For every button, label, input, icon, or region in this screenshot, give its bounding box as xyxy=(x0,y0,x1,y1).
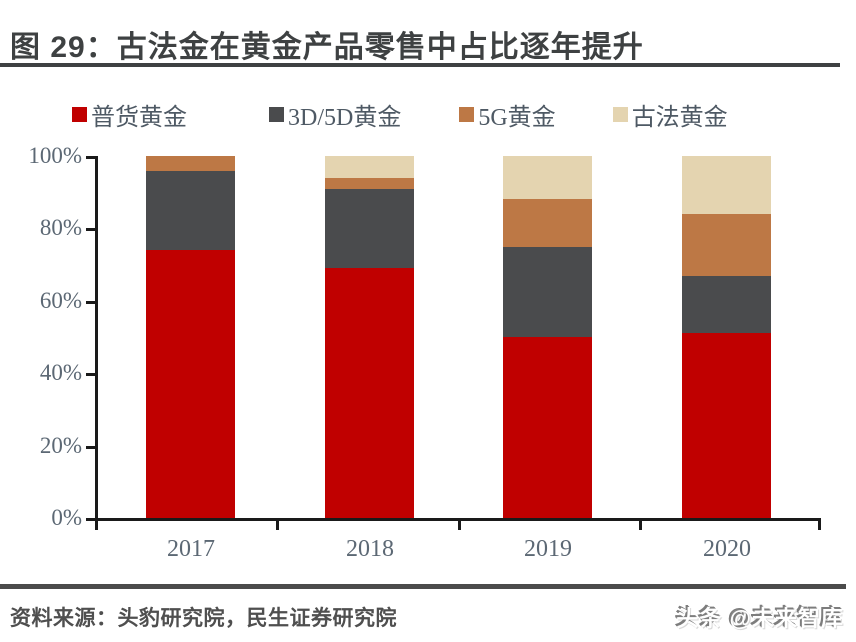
legend-swatch-icon xyxy=(459,106,475,122)
title-underline xyxy=(0,63,840,67)
y-axis-tick-label: 20% xyxy=(39,433,82,458)
bar-segment xyxy=(682,333,771,518)
y-axis-tick-label: 100% xyxy=(28,143,82,168)
legend-label: 5G黄金 xyxy=(478,104,556,131)
bar-stack xyxy=(325,156,414,518)
legend-item-5g-gold: 5G黄金 xyxy=(459,97,556,132)
y-axis-tick xyxy=(86,228,95,231)
x-axis-category-label: 2019 xyxy=(524,536,572,562)
x-axis-tick xyxy=(458,521,461,530)
legend-swatch-icon xyxy=(612,106,628,122)
bar-stack xyxy=(682,156,771,518)
y-axis-tick-label: 80% xyxy=(39,215,82,240)
source-note: 资料来源：头豹研究院，民生证券研究院 xyxy=(10,607,397,630)
x-axis-category-label: 2018 xyxy=(346,536,394,562)
legend-label: 普货黄金 xyxy=(91,104,187,131)
legend-label: 3D/5D黄金 xyxy=(288,104,402,131)
bar-segment xyxy=(503,199,592,247)
chart-plot: 100% 80% 60% 40% 20% 0% 2017 2018 2019 2… xyxy=(0,140,856,580)
bar-segment xyxy=(325,268,414,518)
legend-label: 古法黄金 xyxy=(631,104,728,131)
bar-segment xyxy=(503,337,592,518)
y-axis-tick-label: 0% xyxy=(51,505,82,530)
y-axis-tick xyxy=(86,373,95,376)
legend-item-putong-gold: 普货黄金 xyxy=(72,97,187,132)
bar-segment xyxy=(682,275,771,334)
legend-item-gufa-gold: 古法黄金 xyxy=(612,97,728,132)
y-axis-tick-label: 40% xyxy=(39,360,82,385)
footer-divider xyxy=(0,584,846,589)
figure-title: 图 29：古法金在黄金产品零售中占比逐年提升 xyxy=(10,31,644,64)
legend-swatch-icon xyxy=(72,106,87,122)
bar-segment xyxy=(325,177,414,189)
x-axis-tick xyxy=(639,521,642,530)
bar-segment xyxy=(146,170,235,251)
y-axis-tick xyxy=(86,518,95,521)
bar-segment xyxy=(146,156,235,171)
y-axis-tick xyxy=(86,301,95,304)
bar-segment xyxy=(682,156,771,215)
x-axis-line xyxy=(95,518,821,521)
y-axis-tick xyxy=(86,156,95,159)
y-axis-tick xyxy=(86,446,95,449)
watermark-text: 头条 @未来智库 xyxy=(676,606,844,631)
bar-stack xyxy=(146,156,235,518)
x-axis-category-label: 2020 xyxy=(703,536,751,562)
bar-segment xyxy=(503,246,592,337)
bar-stack xyxy=(503,156,592,518)
y-axis-line xyxy=(95,156,98,521)
bar-segment xyxy=(682,214,771,276)
legend-swatch-icon xyxy=(269,106,284,122)
chart-legend: 普货黄金 3D/5D黄金 5G黄金 古法黄金 xyxy=(0,97,856,132)
x-axis-tick xyxy=(818,521,821,530)
bar-segment xyxy=(325,156,414,178)
x-axis-tick xyxy=(95,521,98,530)
bar-segment xyxy=(325,188,414,269)
bar-segment xyxy=(503,156,592,200)
legend-item-3d5d-gold: 3D/5D黄金 xyxy=(269,97,401,132)
bar-segment xyxy=(146,250,235,518)
x-axis-category-label: 2017 xyxy=(167,536,215,562)
y-axis-tick-label: 60% xyxy=(39,288,82,313)
x-axis-tick xyxy=(276,521,279,530)
